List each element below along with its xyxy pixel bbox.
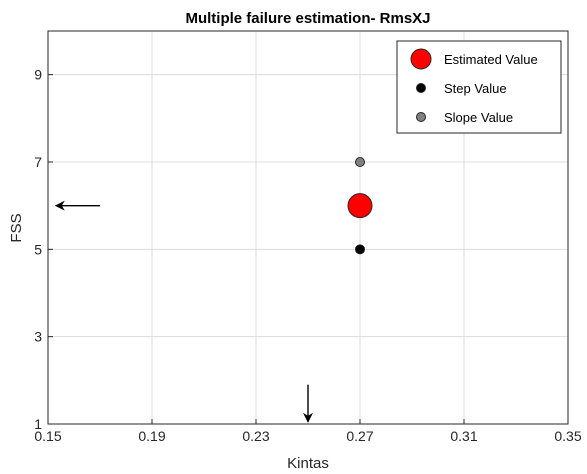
legend-marker-estimated	[410, 48, 432, 70]
y-tick-label: 7	[34, 154, 42, 170]
x-tick-label: 0.15	[34, 428, 61, 444]
y-tick-label: 1	[34, 416, 42, 432]
x-tick-label: 0.35	[554, 428, 581, 444]
legend-marker-slope	[416, 112, 426, 122]
data-points	[347, 157, 373, 255]
x-axis-label: Kintas	[287, 455, 329, 472]
legend-label-estimated: Estimated Value	[444, 52, 538, 67]
legend-label-step: Step Value	[444, 81, 507, 96]
x-tick-label: 0.23	[242, 428, 269, 444]
point-step-value	[355, 244, 365, 255]
x-tick-label: 0.27	[346, 428, 373, 444]
legend: Estimated Value Step Value Slope Value	[396, 40, 562, 134]
axis-ticks: 0.15 0.19 0.23 0.27 0.31 0.35 1 3 5 7 9	[34, 67, 582, 444]
y-axis-label: FSS	[8, 213, 25, 242]
y-tick-label: 3	[34, 329, 42, 345]
point-estimated-value	[347, 193, 373, 219]
x-tick-label: 0.31	[450, 428, 477, 444]
x-tick-label: 0.19	[138, 428, 165, 444]
y-tick-label: 9	[34, 67, 42, 83]
chart-title: Multiple failure estimation- RmsXJ	[185, 10, 430, 27]
legend-marker-step	[416, 83, 426, 93]
legend-label-slope: Slope Value	[444, 110, 513, 125]
plot-area-frame	[47, 30, 569, 425]
annotation-arrows	[54, 200, 313, 423]
point-slope-value	[355, 157, 365, 167]
y-tick-label: 5	[34, 241, 42, 257]
